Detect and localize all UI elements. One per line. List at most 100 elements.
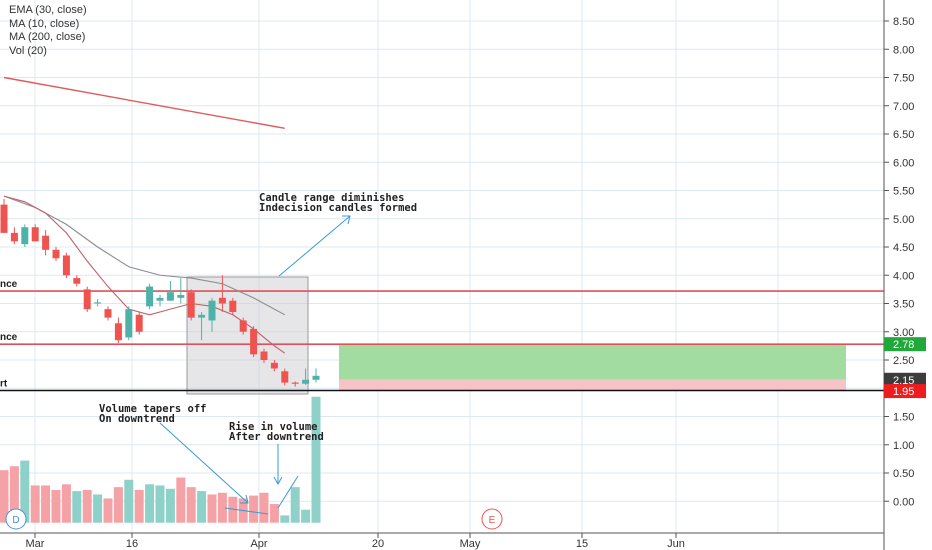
- annotation-arrow: [224, 507, 269, 515]
- candle-body: [62, 255, 70, 276]
- volume-bar: [20, 460, 30, 523]
- candle-body: [208, 300, 216, 321]
- candle-body: [187, 292, 195, 318]
- y-tick-label: 5.00: [893, 214, 914, 226]
- candle-body: [229, 300, 237, 312]
- x-tick-label: 16: [126, 538, 138, 550]
- volume-bar: [197, 491, 207, 523]
- legend-ma10[interactable]: MA (10, close): [9, 17, 80, 30]
- volume-bar: [9, 466, 19, 523]
- candle-body: [83, 289, 91, 310]
- annotation-vol-note-1: Volume tapers off: [99, 403, 206, 415]
- volume-bar: [186, 487, 196, 523]
- volume-bar: [51, 489, 61, 523]
- volume-bar: [145, 484, 155, 523]
- candle-body: [31, 227, 39, 242]
- y-tick-label: 0.00: [893, 496, 914, 508]
- candle-body: [260, 351, 268, 360]
- volume-bar: [103, 498, 113, 523]
- candle-body: [218, 297, 226, 304]
- candle-body: [135, 314, 143, 332]
- dividend-marker: [5, 508, 27, 530]
- legend-vol[interactable]: Vol (20): [9, 44, 47, 57]
- candle-body: [291, 382, 299, 384]
- y-tick-label: 7.50: [893, 73, 914, 85]
- candle-body: [104, 309, 112, 318]
- y-tick-label: 3.50: [893, 299, 914, 311]
- volume-bar: [176, 477, 186, 523]
- y-tick-label: 0.50: [893, 468, 914, 480]
- level-label: rt: [0, 379, 8, 390]
- level-label: nce: [0, 279, 18, 290]
- indicator-legend: EMA (30, close) MA (10, close) MA (200, …: [9, 4, 87, 58]
- volume-bar: [269, 504, 279, 523]
- candle-body: [156, 297, 164, 301]
- volume-bar: [165, 488, 175, 523]
- candle-body: [302, 379, 310, 384]
- ema30-line: [3, 195, 286, 316]
- price-label-bg: [884, 372, 926, 387]
- annotation-box-note-1: Candle range diminishes: [259, 192, 404, 204]
- candle-body: [0, 204, 8, 233]
- volume-bar: [228, 496, 238, 523]
- stop-zone: [339, 379, 846, 392]
- candle-body: [270, 362, 278, 369]
- arrow-head: [342, 215, 351, 225]
- candle-body: [52, 249, 60, 259]
- annotation-arrow: [159, 422, 249, 504]
- y-tick-label: 3.00: [893, 327, 914, 339]
- annotation-rise-note-2: After downtrend: [229, 431, 324, 443]
- y-tick-label: 1.50: [893, 412, 914, 424]
- candle-body: [125, 309, 133, 338]
- candle-body: [312, 375, 320, 380]
- volume-bar: [207, 494, 217, 523]
- annotation-arrow: [277, 475, 299, 509]
- legend-ema[interactable]: EMA (30, close): [9, 4, 87, 16]
- volume-bar: [290, 487, 300, 523]
- annotation-rise-note-1: Rise in volume: [229, 421, 318, 433]
- price-label: 2.15: [893, 375, 914, 387]
- price-label-bg: [884, 337, 926, 352]
- candle-body: [94, 302, 102, 304]
- volume-bar: [280, 515, 290, 523]
- y-tick-label: 6.50: [893, 129, 914, 141]
- y-tick-label: 1.00: [893, 440, 914, 452]
- candle-body: [21, 227, 29, 245]
- y-tick-label: 7.00: [893, 101, 914, 113]
- annotation-box-note-2: Indecision candles formed: [259, 202, 417, 214]
- price-label: 2.78: [893, 339, 914, 351]
- x-tick-label: 15: [576, 538, 588, 550]
- candle-body: [166, 292, 174, 301]
- volume-bar: [82, 489, 92, 523]
- y-tick-label: 6.00: [893, 157, 914, 169]
- volume-bar: [134, 489, 144, 523]
- legend-ma200[interactable]: MA (200, close): [9, 31, 86, 43]
- candle-body: [146, 286, 154, 307]
- volume-bar: [93, 494, 103, 523]
- y-tick-label: 5.50: [893, 186, 914, 198]
- candle-body: [281, 371, 289, 383]
- dividend-marker-label: D: [12, 515, 19, 526]
- level-label: nce: [0, 332, 18, 343]
- candle-body: [239, 320, 247, 332]
- volume-bar: [301, 509, 311, 523]
- y-tick-label: 8.00: [893, 44, 914, 56]
- x-tick-label: Mar: [26, 538, 45, 550]
- volume-bar: [0, 470, 9, 523]
- candle-body: [198, 314, 206, 318]
- y-tick-label: 2.50: [893, 355, 914, 367]
- earnings-marker: [481, 508, 503, 530]
- volume-bar: [113, 487, 123, 523]
- annotation-arrow: [278, 215, 351, 277]
- target-zone: [339, 344, 846, 380]
- x-tick-label: 20: [372, 538, 384, 550]
- volume-bar: [30, 485, 40, 523]
- y-tick-label: 8.50: [893, 16, 914, 28]
- annotation-vol-note-2: On downtrend: [99, 413, 175, 425]
- candle-body: [73, 278, 81, 284]
- x-tick-label: Apr: [250, 538, 267, 550]
- candle-body: [114, 323, 122, 341]
- price-label-bg: [884, 384, 926, 399]
- volume-bar: [41, 485, 51, 523]
